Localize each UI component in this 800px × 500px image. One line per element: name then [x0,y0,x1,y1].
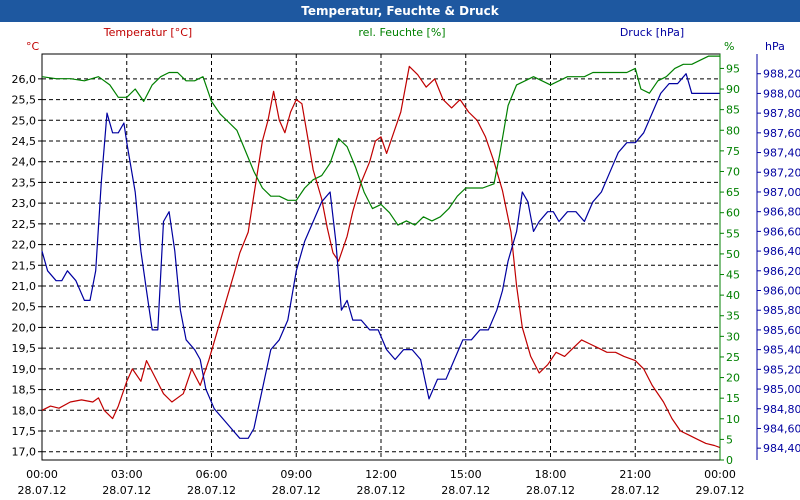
axes: 17,0 17,5 18,0 18,5 19,0 19,5 20,0 20,5 21,0 21,5… [12,54,800,497]
humidity-axis-title: rel. Feuchte [%] [358,26,445,39]
x-tick-time: 18:00 [535,468,567,481]
pressure-unit-label: hPa [765,40,785,53]
humidity-tick-label: 55 [726,227,740,240]
series-layer [41,55,721,449]
pressure-tick-label: 987,60 [763,127,800,140]
pressure-tick-label: 987,40 [763,147,800,160]
temperature-tick-label: 20,0 [12,321,37,334]
x-tick-date: 29.07.12 [696,484,745,497]
humidity-tick-label: 60 [726,207,740,220]
series-line-humidity [41,55,720,226]
temperature-tick-label: 17,5 [12,425,37,438]
temperature-unit-label: °C [26,40,40,53]
pressure-tick-label: 987,20 [763,166,800,179]
x-tick-date: 28.07.12 [357,484,406,497]
pressure-tick-label: 985,60 [763,324,800,337]
pressure-tick-label: 984,40 [763,442,800,455]
temperature-tick-label: 19,5 [12,342,37,355]
temperature-tick-label: 19,0 [12,363,37,376]
humidity-tick-label: 40 [726,289,740,302]
x-tick-time: 09:00 [280,468,312,481]
temperature-tick-label: 18,0 [12,404,37,417]
x-tick-time: 21:00 [619,468,651,481]
humidity-tick-label: 65 [726,186,740,199]
pressure-tick-label: 986,80 [763,206,800,219]
humidity-tick-label: 0 [726,454,733,467]
x-tick-time: 12:00 [365,468,397,481]
chart-title: Temperatur, Feuchte & Druck [301,4,499,18]
pressure-tick-label: 986,60 [763,225,800,238]
pressure-tick-label: 985,00 [763,383,800,396]
pressure-axis-title: Druck [hPa] [620,26,684,39]
pressure-tick-label: 987,00 [763,186,800,199]
pressure-tick-label: 984,80 [763,403,800,416]
humidity-tick-label: 50 [726,248,740,261]
pressure-tick-label: 986,20 [763,265,800,278]
pressure-tick-label: 984,60 [763,422,800,435]
pressure-tick-label: 986,00 [763,285,800,298]
x-tick-date: 28.07.12 [526,484,575,497]
humidity-tick-label: 85 [726,104,740,117]
x-tick-date: 28.07.12 [102,484,151,497]
temperature-tick-label: 20,5 [12,301,37,314]
humidity-tick-label: 15 [726,392,740,405]
temperature-tick-label: 24,5 [12,135,37,148]
temperature-tick-label: 21,5 [12,259,37,272]
humidity-tick-label: 25 [726,351,740,364]
x-tick-date: 28.07.12 [272,484,321,497]
pressure-tick-label: 985,80 [763,304,800,317]
pressure-tick-label: 985,20 [763,363,800,376]
temperature-axis-title: Temperatur [°C] [103,26,192,39]
humidity-tick-label: 45 [726,269,740,282]
humidity-tick-label: 10 [726,413,740,426]
x-tick-date: 28.07.12 [187,484,236,497]
temperature-tick-label: 22,5 [12,218,37,231]
temperature-tick-label: 22,0 [12,239,37,252]
pressure-tick-label: 988,00 [763,87,800,100]
series-line-pressure [41,73,720,439]
pressure-tick-label: 988,20 [763,68,800,81]
humidity-tick-label: 35 [726,310,740,323]
humidity-tick-label: 75 [726,145,740,158]
chart-title-bar: Temperatur, Feuchte & Druck [0,0,800,22]
temperature-tick-label: 24,0 [12,156,37,169]
temperature-tick-label: 23,5 [12,176,37,189]
humidity-tick-label: 90 [726,83,740,96]
temperature-tick-label: 25,0 [12,114,37,127]
x-tick-time: 06:00 [196,468,228,481]
x-tick-date: 28.07.12 [18,484,67,497]
humidity-tick-label: 5 [726,433,733,446]
temperature-tick-label: 18,5 [12,384,37,397]
x-tick-time: 03:00 [111,468,143,481]
temperature-tick-label: 21,0 [12,280,37,293]
humidity-tick-label: 20 [726,372,740,385]
x-tick-time: 15:00 [450,468,482,481]
series-line-temperature [41,65,721,449]
humidity-tick-label: 95 [726,62,740,75]
temperature-tick-label: 17,0 [12,446,37,459]
humidity-tick-label: 30 [726,330,740,343]
humidity-unit-label: % [724,40,734,53]
humidity-tick-label: 80 [726,124,740,137]
temperature-tick-label: 26,0 [12,73,37,86]
humidity-tick-label: 70 [726,165,740,178]
pressure-tick-label: 987,80 [763,107,800,120]
temperature-tick-label: 25,5 [12,94,37,107]
x-tick-date: 28.07.12 [441,484,490,497]
x-tick-date: 28.07.12 [611,484,660,497]
x-tick-time: 00:00 [26,468,58,481]
x-tick-time: 00:00 [704,468,736,481]
temperature-tick-label: 23,0 [12,197,37,210]
grid [41,53,721,461]
pressure-tick-label: 986,40 [763,245,800,258]
pressure-tick-label: 985,40 [763,344,800,357]
